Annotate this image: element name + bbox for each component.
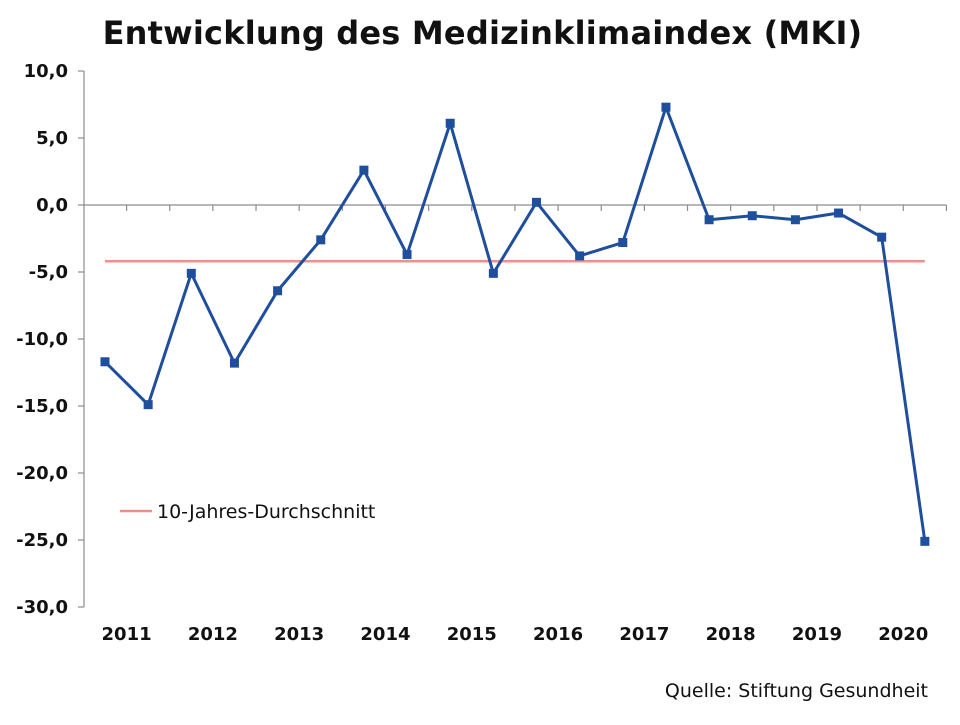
- y-tick-label: -25,0: [16, 530, 68, 551]
- x-axis: 2011 2012 2013 2014 2015 2016 2017 2018 2019 2020: [84, 204, 948, 645]
- y-tick-label: 10,0: [24, 61, 68, 82]
- y-tick-label: 5,0: [36, 128, 68, 149]
- data-point: [445, 118, 455, 128]
- data-point: [100, 357, 110, 367]
- data-point: [877, 232, 887, 242]
- source-note: Quelle: Stiftung Gesundheit: [664, 680, 928, 702]
- data-point: [575, 251, 585, 261]
- data-point: [359, 165, 369, 175]
- y-tick-label: -30,0: [16, 597, 68, 618]
- legend-label: 10-Jahres-Durchschnitt: [157, 501, 375, 523]
- legend: 10-Jahres-Durchschnitt: [120, 501, 375, 523]
- y-tick-label: -10,0: [16, 329, 68, 350]
- data-point: [402, 250, 412, 260]
- x-tick-label: 2012: [188, 624, 238, 645]
- data-point: [273, 286, 283, 296]
- data-point: [316, 235, 326, 245]
- x-tick-label: 2020: [878, 624, 928, 645]
- data-point: [143, 400, 153, 410]
- x-tick-label: 2018: [706, 624, 756, 645]
- data-point: [186, 268, 196, 278]
- x-tick-label: 2019: [792, 624, 842, 645]
- x-tick-label: 2016: [533, 624, 583, 645]
- data-point: [618, 238, 628, 248]
- data-point: [532, 197, 541, 207]
- data-point: [229, 358, 239, 368]
- chart-title: Entwicklung des Medizinklimaindex (MKI): [102, 14, 863, 52]
- x-tick-label: 2013: [274, 624, 324, 645]
- x-tick-label: 2017: [619, 624, 669, 645]
- x-tick-label: 2011: [102, 624, 152, 645]
- data-point: [920, 536, 930, 546]
- data-point: [661, 102, 671, 112]
- series-group: [100, 102, 930, 546]
- y-axis: 10,0 5,0 0,0 -5,0 -10,0 -15,0 -20,0 -25,0 -30,0: [16, 61, 85, 618]
- y-tick-label: -20,0: [16, 463, 68, 484]
- data-point: [790, 215, 800, 225]
- y-tick-label: -15,0: [16, 396, 68, 417]
- series-line: [103, 105, 927, 542]
- x-tick-label: 2014: [360, 624, 410, 645]
- data-point: [488, 268, 498, 278]
- data-point: [747, 211, 757, 221]
- y-tick-label: -5,0: [29, 262, 68, 283]
- y-tick-label: 0,0: [36, 195, 68, 216]
- data-point: [704, 215, 714, 225]
- x-tick-label: 2015: [447, 624, 497, 645]
- data-point: [834, 208, 844, 218]
